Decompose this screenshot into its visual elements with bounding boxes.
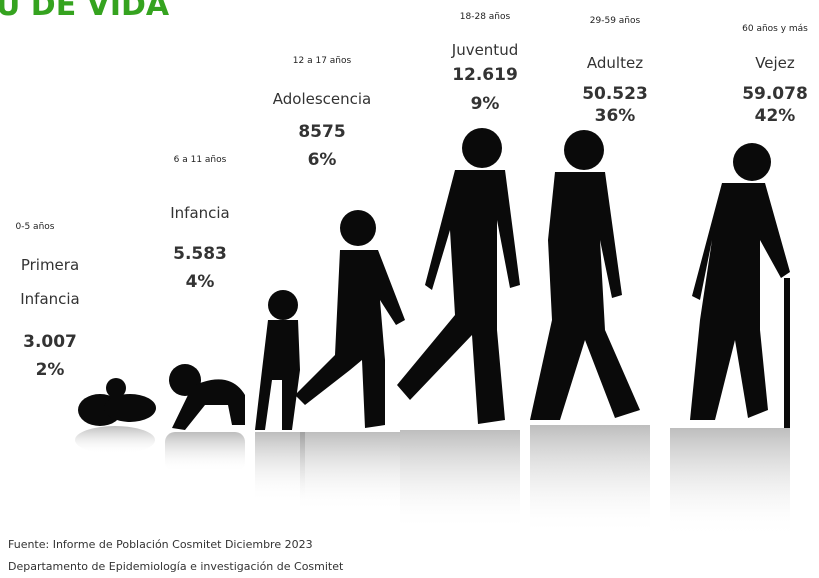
- stage-name: Infancia: [150, 196, 250, 230]
- age-range: 60 años y más: [720, 24, 819, 34]
- stage-count: 50.523: [565, 82, 665, 106]
- stage-count: 3.007: [0, 330, 100, 354]
- stage-percent: 2%: [0, 358, 100, 382]
- stage-count: 5.583: [150, 242, 250, 266]
- silhouettes: [0, 0, 819, 578]
- stage-name: Vejez: [725, 46, 819, 80]
- infographic: U DE VIDA 0-5 años Primera Infancia 3.007 2…: [0, 0, 819, 578]
- age-range: 12 a 17 años: [267, 56, 377, 66]
- stage-name: Primera Infancia: [0, 248, 100, 316]
- stage-percent: 36%: [565, 104, 665, 128]
- stage-count: 8575: [272, 120, 372, 144]
- stage-percent: 42%: [725, 104, 819, 128]
- reflections: [75, 425, 790, 538]
- stage-percent: 4%: [150, 270, 250, 294]
- stage-count: 12.619: [435, 63, 535, 87]
- footer-line: Fuente: Informe de Población Cosmitet Di…: [8, 538, 313, 551]
- stage-count: 59.078: [725, 82, 819, 106]
- footer-line: Departamento de Epidemiología e investig…: [8, 560, 343, 573]
- age-range: 18-28 años: [430, 12, 540, 22]
- stage-name: Adultez: [565, 46, 665, 80]
- stage-percent: 6%: [272, 148, 372, 172]
- stage-percent: 9%: [435, 92, 535, 116]
- stage-name: Adolescencia: [257, 82, 387, 116]
- age-range: 6 a 11 años: [145, 155, 255, 165]
- stage-name: Juventud: [435, 33, 535, 67]
- age-range: 0-5 años: [0, 222, 90, 232]
- title: U DE VIDA: [0, 0, 169, 23]
- age-range: 29-59 años: [560, 16, 670, 26]
